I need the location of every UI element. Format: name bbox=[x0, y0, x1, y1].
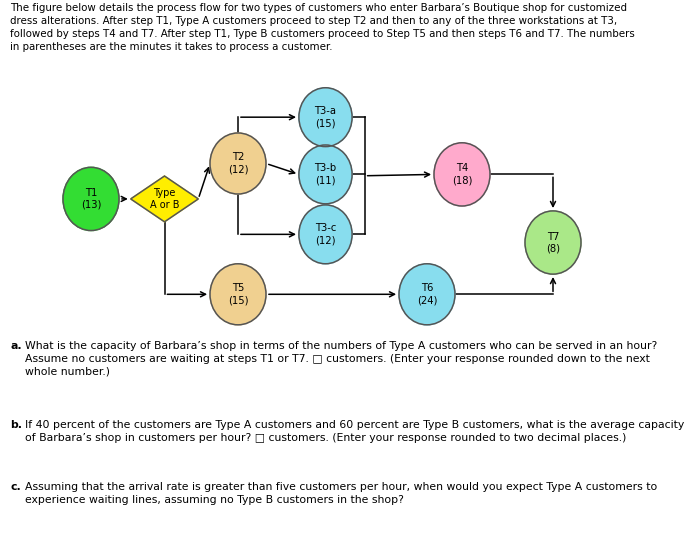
Text: T3-b
(11): T3-b (11) bbox=[314, 164, 337, 185]
Text: T6
(24): T6 (24) bbox=[416, 283, 438, 305]
Text: T3-c
(12): T3-c (12) bbox=[315, 223, 336, 245]
Ellipse shape bbox=[299, 205, 352, 264]
Ellipse shape bbox=[299, 145, 352, 204]
Ellipse shape bbox=[434, 143, 490, 206]
Ellipse shape bbox=[399, 264, 455, 325]
Ellipse shape bbox=[63, 167, 119, 231]
Text: The figure below details the process flow for two types of customers who enter B: The figure below details the process flo… bbox=[10, 3, 636, 52]
Ellipse shape bbox=[210, 264, 266, 325]
Polygon shape bbox=[131, 176, 198, 222]
Text: T5
(15): T5 (15) bbox=[228, 283, 248, 305]
Text: T2
(12): T2 (12) bbox=[228, 153, 248, 174]
Text: T3-a
(15): T3-a (15) bbox=[314, 106, 337, 128]
Text: T1
(13): T1 (13) bbox=[80, 188, 101, 210]
Ellipse shape bbox=[525, 211, 581, 274]
Ellipse shape bbox=[210, 133, 266, 194]
Text: c.: c. bbox=[10, 482, 21, 492]
Text: What is the capacity of Barbara’s shop in terms of the numbers of Type A custome: What is the capacity of Barbara’s shop i… bbox=[25, 341, 657, 377]
Ellipse shape bbox=[299, 88, 352, 147]
Text: a.: a. bbox=[10, 341, 22, 350]
Text: T7
(8): T7 (8) bbox=[546, 232, 560, 253]
Text: T4
(18): T4 (18) bbox=[452, 164, 472, 185]
Text: Assuming that the arrival rate is greater than five customers per hour, when wou: Assuming that the arrival rate is greate… bbox=[25, 482, 657, 505]
Text: If 40 percent of the customers are Type A customers and 60 percent are Type B cu: If 40 percent of the customers are Type … bbox=[25, 420, 685, 443]
Text: b.: b. bbox=[10, 420, 22, 429]
Text: Type
A or B: Type A or B bbox=[150, 188, 179, 210]
